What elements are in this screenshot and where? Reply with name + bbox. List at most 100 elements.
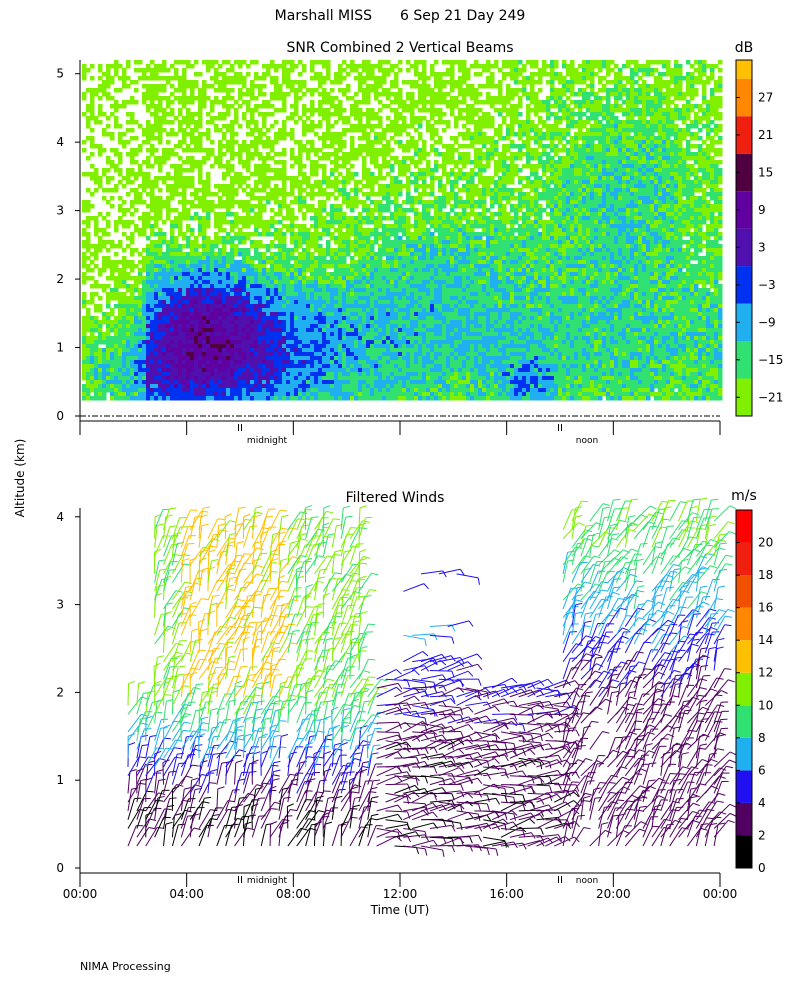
wind-barb-flag bbox=[155, 711, 163, 714]
wind-barb bbox=[358, 659, 369, 680]
wind-barb bbox=[651, 799, 662, 820]
wind-barb bbox=[251, 622, 258, 645]
wind-barb bbox=[598, 792, 611, 812]
wind-barb bbox=[198, 809, 211, 829]
wind-barb-flag bbox=[573, 836, 580, 843]
wind-barb bbox=[296, 719, 304, 741]
wind-barb bbox=[420, 738, 441, 750]
wind-barb-flag bbox=[343, 739, 351, 742]
wind-barb bbox=[420, 761, 443, 768]
wind-barb bbox=[607, 607, 621, 627]
wind-barb bbox=[234, 543, 238, 566]
wind-barb-flag bbox=[477, 752, 483, 759]
wind-barb-flag bbox=[329, 683, 337, 685]
wind-barb bbox=[589, 589, 602, 610]
wind-barb bbox=[633, 543, 642, 566]
wind-barb bbox=[527, 743, 549, 750]
wind-barb bbox=[331, 692, 338, 715]
wind-barb-flag bbox=[255, 787, 263, 790]
wind-barb bbox=[340, 784, 355, 803]
wind-barb bbox=[242, 596, 249, 618]
wind-barb bbox=[624, 773, 636, 794]
wind-barb-flag bbox=[675, 683, 683, 685]
wind-barb-flag bbox=[717, 704, 725, 707]
wind-barb bbox=[571, 653, 587, 671]
wind-barb bbox=[429, 715, 451, 724]
wind-barb bbox=[403, 722, 426, 726]
wind-barb bbox=[331, 639, 334, 662]
wind-barb bbox=[296, 640, 303, 662]
wind-barb bbox=[198, 701, 207, 724]
wind-barb bbox=[403, 720, 423, 733]
wind-barb-flag bbox=[237, 716, 245, 720]
wind-barb-flag bbox=[663, 827, 671, 830]
wind-barb bbox=[695, 617, 710, 636]
wind-barb bbox=[358, 818, 371, 838]
wind-barb bbox=[527, 808, 548, 821]
colorbar-bin bbox=[736, 510, 752, 543]
wind-barb bbox=[394, 791, 415, 803]
wind-barb-flag bbox=[582, 712, 590, 715]
wind-barb bbox=[589, 503, 604, 522]
wind-barb-flag bbox=[693, 498, 701, 501]
x-tick-label: 12:00 bbox=[383, 887, 418, 901]
wind-barb bbox=[180, 596, 187, 618]
wind-barb-flag bbox=[361, 690, 369, 693]
wind-barb bbox=[269, 589, 282, 610]
wind-barb bbox=[376, 721, 399, 724]
wind-barb bbox=[695, 608, 710, 627]
wind-barb bbox=[669, 773, 681, 794]
wind-barb bbox=[624, 821, 642, 838]
wind-barb bbox=[483, 766, 506, 770]
wind-barb-flag bbox=[202, 506, 210, 509]
wind-barb bbox=[163, 824, 167, 847]
wind-barb bbox=[278, 556, 293, 575]
wind-barb-flag bbox=[143, 692, 151, 694]
wind-barb-flag bbox=[247, 678, 255, 682]
wind-barb bbox=[242, 754, 248, 776]
wind-barb bbox=[412, 633, 435, 636]
wind-barb bbox=[403, 687, 426, 691]
wind-barb bbox=[678, 685, 688, 706]
wind-barb bbox=[394, 775, 417, 780]
wind-barb-flag bbox=[256, 682, 264, 685]
wind-barb bbox=[589, 755, 599, 776]
wind-barb bbox=[536, 710, 559, 715]
wind-barb bbox=[278, 798, 285, 820]
wind-barb bbox=[154, 677, 167, 698]
wind-barb bbox=[456, 663, 478, 671]
wind-barb bbox=[171, 675, 178, 697]
wind-barb bbox=[340, 718, 345, 741]
wind-barb-flag bbox=[575, 611, 583, 615]
wind-barb bbox=[242, 694, 255, 715]
colorbar-tick-label: 27 bbox=[758, 90, 773, 104]
wind-barb bbox=[163, 516, 167, 539]
wind-barb bbox=[483, 688, 505, 698]
wind-barb bbox=[216, 537, 230, 557]
wind-barb bbox=[216, 520, 230, 540]
wind-barb bbox=[127, 696, 142, 715]
snr-colorbar-unit: dB bbox=[735, 40, 754, 56]
wind-barb-flag bbox=[178, 665, 186, 668]
wind-barb bbox=[322, 554, 335, 575]
wind-barb-flag bbox=[608, 782, 616, 784]
wind-barb bbox=[669, 712, 681, 733]
wind-barb bbox=[562, 588, 572, 610]
wind-barb-flag bbox=[169, 797, 177, 800]
wind-barb bbox=[651, 818, 665, 838]
wind-barb bbox=[500, 722, 523, 726]
wind-barb-flag bbox=[238, 625, 246, 629]
wind-barb bbox=[385, 707, 407, 715]
wind-barb bbox=[278, 774, 291, 794]
wind-barb bbox=[695, 657, 701, 680]
wind-barb bbox=[207, 551, 210, 574]
wind-barb-flag bbox=[331, 706, 339, 711]
wind-barb bbox=[278, 783, 292, 803]
wind-barb-flag bbox=[368, 658, 376, 661]
wind-barb bbox=[403, 701, 426, 707]
wind-barb-flag bbox=[577, 542, 585, 545]
wind-barb bbox=[607, 508, 615, 531]
wind-barb-flag bbox=[406, 707, 412, 715]
wind-barb bbox=[438, 790, 461, 794]
wind-barb bbox=[420, 734, 443, 742]
